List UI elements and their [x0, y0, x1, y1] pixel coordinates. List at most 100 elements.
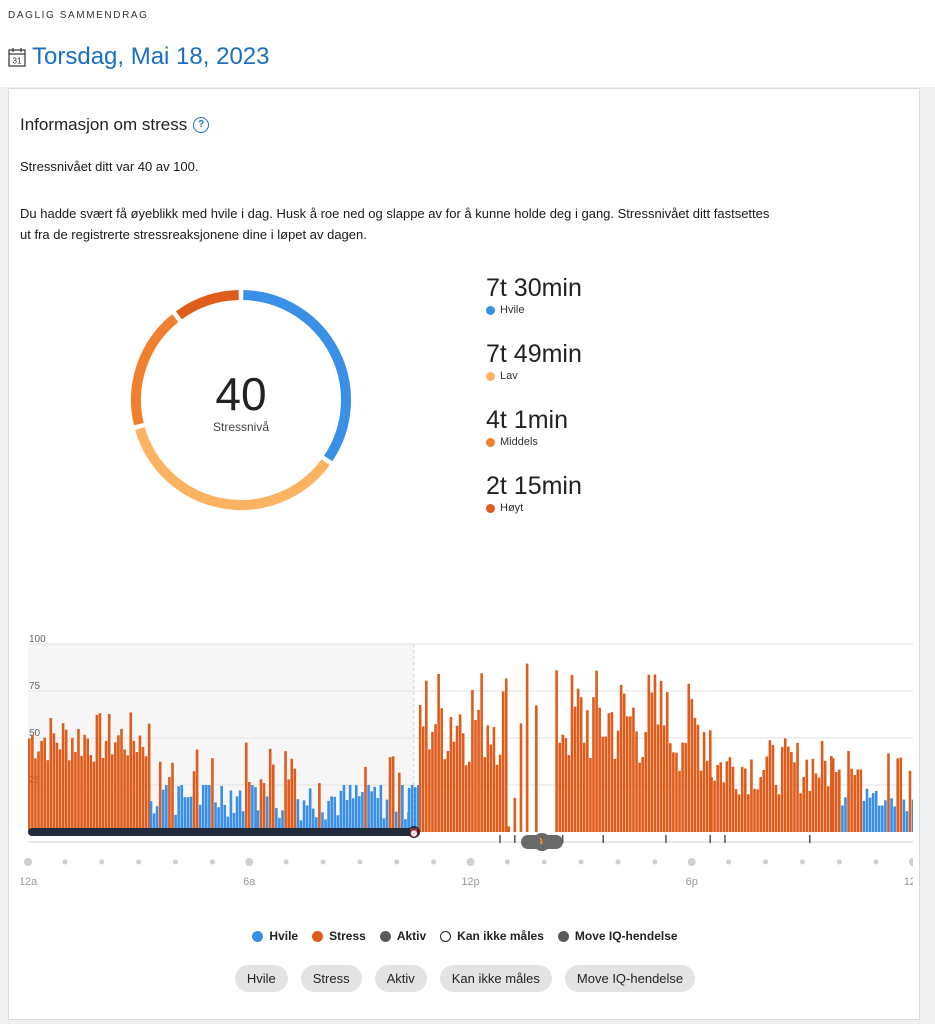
stress-bar-153: [492, 727, 496, 832]
stress-bar-84: [284, 751, 287, 832]
filter-kan-ikke-males-button[interactable]: Kan ikke måles: [439, 965, 552, 992]
stress-bar-249: [814, 773, 818, 832]
stress-bar-15: [74, 751, 77, 832]
stress-bar-248: [811, 758, 815, 832]
alarm-clock-icon[interactable]: [408, 826, 420, 838]
stress-bar-226: [743, 768, 747, 832]
stress-bar-48: [174, 814, 177, 832]
stress-bar-69: [238, 790, 242, 832]
hour-dot-15: [578, 859, 584, 865]
activity-ticks: [499, 835, 811, 843]
stress-bar-243: [796, 742, 799, 832]
y-tick-label-1: 75: [29, 681, 41, 692]
stress-bar-238: [780, 746, 784, 832]
x-axis-labels: 12a 6a 12p 6p 12a: [21, 876, 913, 888]
stress-bar-263: [856, 769, 860, 832]
stress-timeline-chart[interactable]: 100755025 ⏰ 🚶 12a6a12p6p12a: [21, 634, 913, 894]
stress-bar-106: [351, 798, 355, 832]
stress-bar-115: [379, 785, 383, 832]
stress-bar-236: [774, 784, 778, 832]
stress-bar-78: [265, 796, 269, 832]
hour-dot-17: [652, 859, 658, 865]
stress-bar-37: [141, 746, 145, 832]
stress-bar-255: [831, 758, 835, 832]
stress-bar-193: [647, 674, 651, 832]
stress-bar-227: [747, 794, 750, 832]
legend-kan-ikke-males: Kan ikke måles: [440, 929, 544, 943]
stress-bar-90: [302, 800, 306, 832]
stress-bar-82: [278, 817, 281, 832]
hour-dot-0: [24, 858, 32, 866]
hour-dot-7: [283, 859, 289, 865]
stress-bar-18: [83, 734, 86, 832]
stress-bar-202: [672, 752, 675, 832]
stress-bar-56: [198, 804, 202, 832]
hour-dot-22: [836, 859, 842, 865]
stat-hoyt: 2t 15min Høyt: [486, 471, 582, 537]
stress-bar-184: [619, 684, 623, 832]
help-icon[interactable]: ?: [193, 117, 210, 133]
stress-bar-19: [86, 738, 89, 832]
stress-bar-108: [358, 796, 361, 832]
stress-bar-36: [138, 735, 142, 832]
stress-bar-45: [165, 785, 168, 832]
stress-bar-114: [376, 798, 380, 832]
page-date-title: Torsdag, Mai 18, 2023: [32, 43, 270, 70]
walking-icon[interactable]: [533, 833, 551, 851]
stress-bar-128: [417, 785, 420, 832]
stress-bar-231: [759, 777, 762, 832]
stress-bar-147: [474, 720, 477, 832]
stress-bar-219: [722, 782, 726, 832]
stress-bar-144: [464, 765, 468, 832]
hour-dot-1: [62, 859, 68, 865]
stress-bar-98: [327, 800, 330, 832]
stress-bar-54: [192, 771, 196, 832]
stress-bar-123: [404, 819, 407, 832]
stress-bar-136: [440, 708, 443, 832]
stress-description: Du hadde svært få øyeblikk med hvile i d…: [20, 206, 770, 242]
stress-bar-22: [95, 714, 99, 832]
hour-dot-11: [431, 859, 437, 865]
filter-hvile-button[interactable]: Hvile: [234, 965, 288, 992]
sleep-bar[interactable]: [28, 828, 414, 836]
stress-bar-176: [595, 670, 598, 832]
stress-bar-167: [567, 755, 571, 832]
card-title-row: Informasjon om stress ?: [20, 115, 210, 135]
stress-bar-50: [180, 785, 184, 832]
legend-move-iq: Move IQ-hendelse: [557, 929, 678, 943]
x-tick-label-0: 12a: [21, 876, 38, 888]
stress-bar-279: [905, 811, 909, 832]
stress-bar-260: [847, 750, 850, 832]
stress-bar-89: [299, 820, 303, 832]
stress-bar-107: [354, 785, 358, 832]
stress-bar-17: [80, 756, 83, 832]
stress-bar-189: [635, 731, 638, 832]
hour-dot-14: [541, 859, 547, 865]
filter-aktiv-button[interactable]: Aktiv: [374, 965, 427, 992]
stress-bar-28: [114, 742, 117, 832]
donut-segments: [131, 290, 351, 510]
stress-card: Informasjon om stress ? Stressnivået dit…: [8, 88, 920, 1020]
stress-bar-6: [46, 760, 50, 832]
filter-move-iq-button[interactable]: Move IQ-hendelse: [564, 965, 696, 992]
stress-bar-237: [777, 794, 781, 832]
stress-donut-chart: 40 Stressnivå: [131, 290, 351, 510]
stress-bar-180: [607, 713, 611, 832]
stress-score-label: Stressnivå: [213, 420, 269, 434]
filter-stress-button[interactable]: Stress: [300, 965, 362, 992]
stress-score: 40: [215, 368, 266, 420]
stress-bar-113: [373, 786, 377, 832]
stress-bar-265: [862, 800, 866, 832]
stress-bar-92: [308, 788, 312, 832]
stress-bar-88: [296, 799, 300, 832]
stress-bar-218: [719, 762, 723, 832]
stress-bar-191: [641, 756, 644, 832]
stress-bar-76: [259, 779, 263, 832]
stress-bar-172: [582, 742, 586, 832]
hour-dot-4: [173, 859, 178, 865]
stress-bar-52: [186, 797, 190, 832]
stress-bar-111: [367, 785, 370, 832]
stress-bar-140: [452, 741, 456, 832]
stress-bar-68: [235, 796, 239, 832]
walking-glyph: 🚶: [535, 836, 549, 849]
